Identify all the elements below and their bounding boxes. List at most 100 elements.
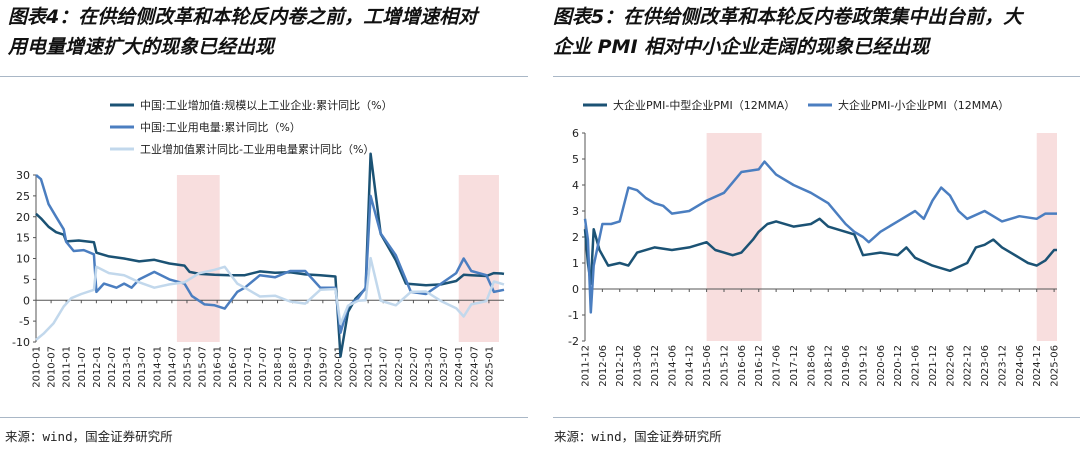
legend-label: 工业增加值累计同比-工业用电量累计同比（%） (140, 142, 374, 156)
y-tick-label: 25 (16, 190, 30, 203)
x-tick-label: 2017-12 (789, 345, 800, 387)
x-tick-label: 2024-07 (469, 346, 480, 388)
y-tick-label: 4 (572, 179, 579, 192)
x-tick-label: 2015-01 (182, 346, 193, 388)
x-tick-label: 2011-01 (62, 346, 73, 388)
y-tick-label: 15 (16, 232, 30, 245)
x-tick-label: 2012-06 (598, 345, 609, 387)
x-tick-label: 2018-01 (273, 346, 284, 388)
x-tick-label: 2012-12 (615, 345, 626, 387)
legend-label: 大企业PMI-小企业PMI（12MMA） (838, 98, 1009, 112)
bottom-divider-left (0, 417, 528, 418)
x-tick-label: 2018-12 (824, 345, 835, 387)
x-tick-label: 2020-01 (333, 346, 344, 388)
y-tick-label: -10 (12, 336, 30, 349)
y-tick-label: 30 (16, 169, 30, 182)
x-tick-label: 2014-12 (685, 345, 696, 387)
shaded-period (176, 175, 220, 342)
x-tick-label: 2011-07 (77, 346, 88, 388)
x-tick-label: 2019-06 (841, 345, 852, 387)
bottom-divider-right (553, 417, 1080, 418)
x-tick-label: 2021-06 (911, 345, 922, 387)
x-tick-label: 2017-01 (243, 346, 254, 388)
x-tick-label: 2012-01 (92, 346, 103, 388)
y-tick-label: 10 (16, 253, 30, 266)
x-tick-label: 2015-07 (198, 346, 209, 388)
x-tick-label: 2022-12 (963, 345, 974, 387)
x-tick-label: 2023-06 (980, 345, 991, 387)
x-tick-label: 2021-07 (379, 346, 390, 388)
x-tick-label: 2016-07 (228, 346, 239, 388)
series-line (583, 160, 1057, 314)
y-tick-label: 6 (572, 127, 579, 140)
x-tick-label: 2022-06 (945, 345, 956, 387)
y-tick-label: 1 (572, 257, 579, 270)
chart-left: -10 -5 0 5 10 15 20 25 30 2010-01 2010-07 2011-01 20… (12, 98, 505, 388)
x-tick-label: 2010-07 (47, 346, 58, 388)
y-tick-label: 0 (23, 294, 30, 307)
y-tick-label: -2 (568, 335, 579, 348)
legend: 大企业PMI-中型企业PMI（12MMA） 大企业PMI-小企业PMI（12MMA… (583, 98, 1009, 112)
x-tick-label: 2024-01 (454, 346, 465, 388)
x-tick-label: 2016-06 (737, 345, 748, 387)
x-tick-label: 2015-12 (719, 345, 730, 387)
x-tick-label: 2011-12 (581, 345, 592, 387)
y-tick-label: -1 (568, 309, 579, 322)
x-tick-label: 2021-12 (928, 345, 939, 387)
source-note-right: 来源：wind，国金证券研究所 (554, 429, 722, 444)
x-tick-label: 2014-07 (167, 346, 178, 388)
x-tick-label: 2023-01 (424, 346, 435, 388)
y-tick-label: 3 (572, 205, 579, 218)
x-tick-label: 2022-01 (394, 346, 405, 388)
x-tick-label: 2024-06 (1015, 345, 1026, 387)
legend-label: 大企业PMI-中型企业PMI（12MMA） (613, 98, 795, 112)
chart-title-left: 图表4：在供给侧改革和本轮反内卷之前，工增增速相对 用电量增速扩大的现象已经出现 (8, 6, 478, 58)
x-tick-label: 2018-07 (288, 346, 299, 388)
x-tick-label: 2016-01 (213, 346, 224, 388)
x-tick-label: 2013-12 (650, 345, 661, 387)
x-tick-label: 2014-01 (152, 346, 163, 388)
x-tick-label: 2013-06 (633, 345, 644, 387)
x-tick-label: 2021-01 (364, 346, 375, 388)
series-line (35, 152, 505, 358)
y-tick-label: 2 (572, 231, 579, 244)
x-tick-label: 2013-07 (137, 346, 148, 388)
y-tick-label: 0 (572, 283, 579, 296)
chart-right: -2 -1 0 1 2 3 4 5 6 2011-12 2012-06 2012-12 2013-06 2… (568, 98, 1061, 387)
x-tick-label: 2019-12 (858, 345, 869, 387)
x-tick-label: 2023-07 (439, 346, 450, 388)
y-tick-label: -5 (19, 315, 30, 328)
y-tick-label: 20 (16, 211, 30, 224)
x-tick-label: 2020-12 (893, 345, 904, 387)
x-tick-label: 2014-06 (667, 345, 678, 387)
x-tick-label: 2015-06 (702, 345, 713, 387)
x-tick-label: 2019-01 (303, 346, 314, 388)
x-tick-label: 2022-07 (409, 346, 420, 388)
source-note-left: 来源：wind，国金证券研究所 (5, 429, 173, 444)
legend: 中国:工业增加值:规模以上工业企业:累计同比（%） 中国:工业用电量:累计同比（%… (110, 98, 393, 156)
y-tick-label: 5 (23, 273, 30, 286)
x-tick-label: 2010-01 (32, 346, 43, 388)
shaded-period (1036, 133, 1057, 341)
title-divider-left (0, 76, 528, 77)
x-tick-label: 2017-06 (772, 345, 783, 387)
series-line (583, 217, 1057, 286)
x-tick-label: 2016-12 (754, 345, 765, 387)
series-line (35, 256, 505, 341)
shaded-period (706, 133, 762, 341)
x-tick-label: 2017-07 (258, 346, 269, 388)
x-tick-label: 2020-07 (349, 346, 360, 388)
y-tick-label: 5 (572, 153, 579, 166)
x-tick-label: 2018-06 (806, 345, 817, 387)
x-tick-label: 2025-01 (484, 346, 495, 388)
legend-label: 中国:工业增加值:规模以上工业企业:累计同比（%） (140, 98, 393, 112)
x-tick-label: 2023-12 (997, 345, 1008, 387)
series-line (35, 174, 505, 335)
x-tick-label: 2025-06 (1050, 345, 1061, 387)
x-tick-label: 2012-07 (107, 346, 118, 388)
chart-title-right: 图表5：在供给侧改革和本轮反内卷政策集中出台前，大 企业 PMI 相对中小企业走… (553, 6, 1023, 58)
x-tick-label: 2024-12 (1032, 345, 1043, 387)
x-tick-label: 2020-06 (876, 345, 887, 387)
legend-label: 中国:工业用电量:累计同比（%） (140, 121, 301, 134)
x-tick-label: 2013-01 (122, 346, 133, 388)
